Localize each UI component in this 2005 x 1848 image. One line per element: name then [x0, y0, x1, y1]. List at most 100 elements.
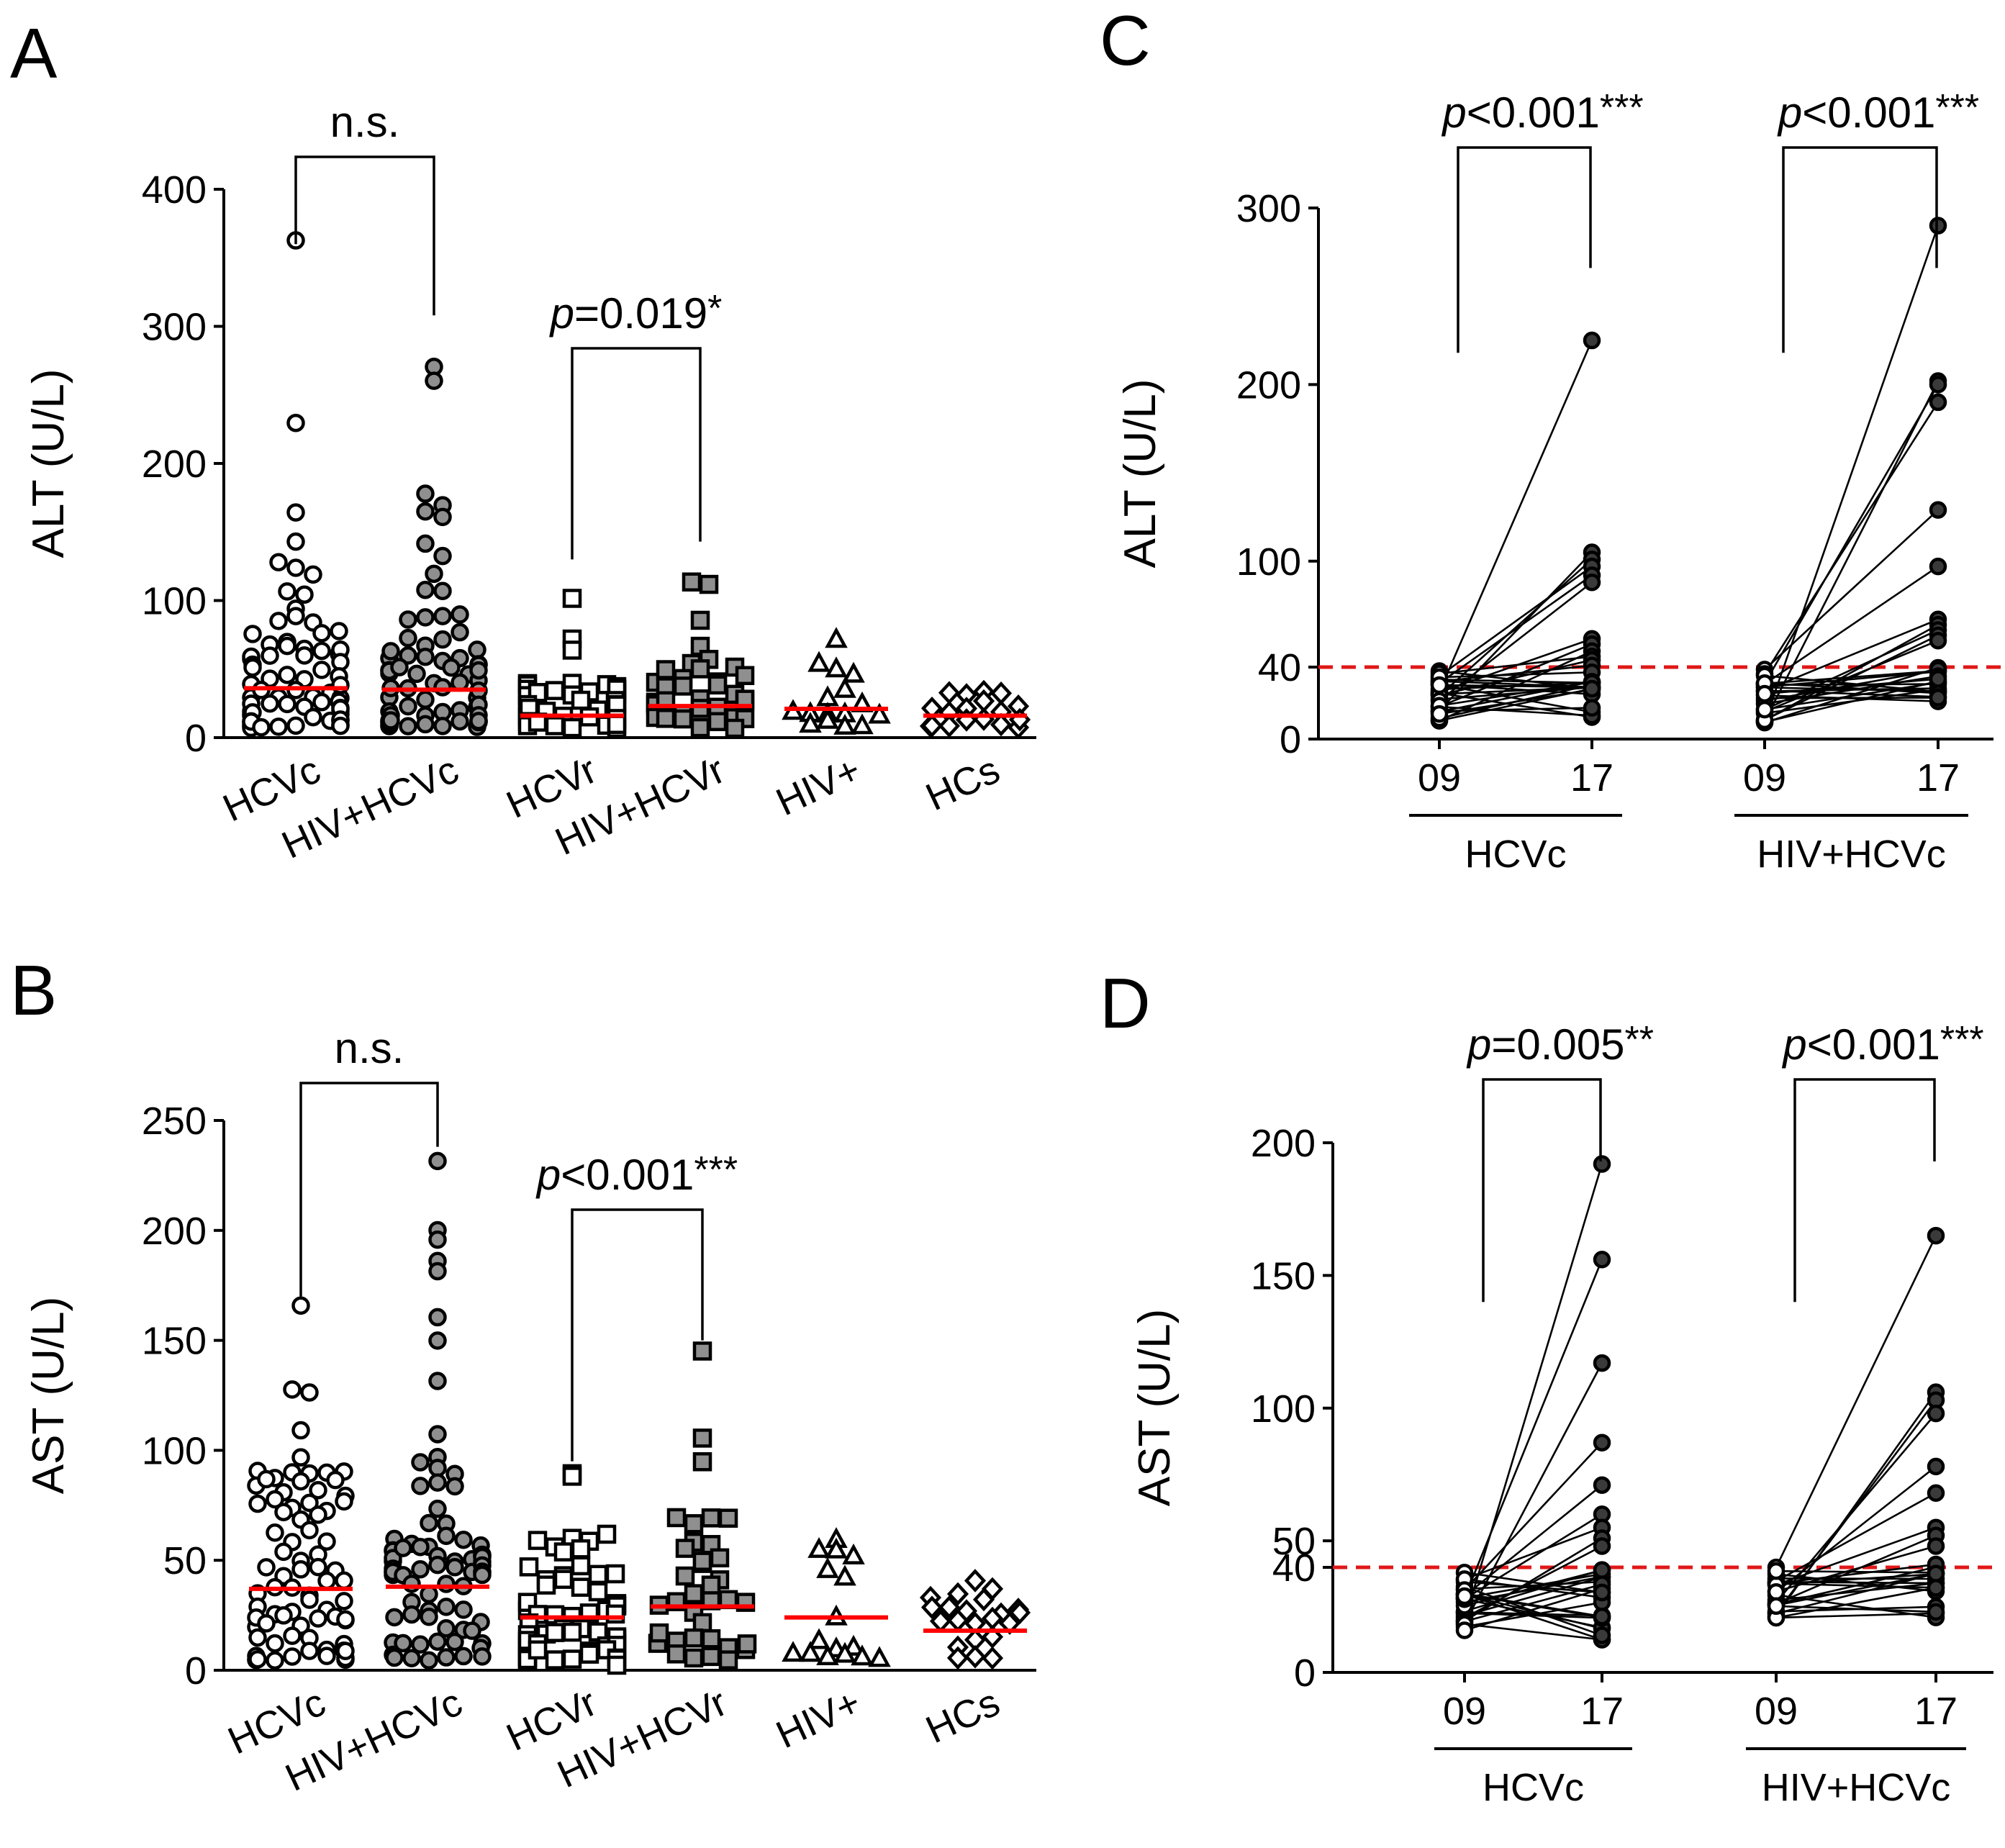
data-point	[536, 1575, 556, 1595]
point-17	[1593, 1433, 1611, 1451]
data-point	[433, 678, 452, 697]
data-point	[571, 1539, 591, 1559]
x-category-label: HIV+	[770, 748, 868, 824]
paired-line	[1464, 1537, 1603, 1622]
data-point	[278, 694, 297, 714]
data-point	[675, 1539, 695, 1558]
y-tick-label: 250	[142, 1100, 207, 1143]
paired-line	[1464, 1593, 1603, 1641]
data-point	[833, 676, 856, 698]
paired-line	[1464, 1441, 1603, 1591]
y-tick-label: 0	[1280, 718, 1301, 761]
data-point	[286, 558, 305, 577]
point-09	[1767, 1597, 1786, 1616]
data-point	[666, 1508, 687, 1528]
point-17	[1593, 1155, 1611, 1173]
data-point	[816, 1644, 839, 1665]
paired-line	[1439, 664, 1593, 683]
data-point	[938, 714, 961, 738]
data-point	[257, 1558, 276, 1577]
point-17	[1593, 1537, 1611, 1555]
point-17	[1927, 1484, 1945, 1502]
paired-line	[1463, 1164, 1603, 1621]
y-tick-label: 0	[1294, 1652, 1316, 1695]
data-point	[737, 1634, 757, 1654]
data-point	[428, 1372, 447, 1390]
data-point	[454, 1647, 473, 1666]
data-point	[291, 1472, 310, 1491]
point-09	[1455, 1621, 1474, 1639]
data-point	[433, 507, 452, 527]
group-label: HCVc	[1465, 833, 1566, 876]
data-point	[473, 1565, 492, 1585]
data-point	[416, 502, 435, 521]
data-point	[468, 640, 486, 659]
p-value: <0.001	[1467, 89, 1600, 137]
y-tick-label: 200	[142, 443, 207, 486]
data-point	[381, 711, 400, 730]
y-tick-label: 200	[1251, 1122, 1316, 1165]
paired-line	[1464, 1623, 1603, 1641]
data-point	[656, 709, 676, 728]
data-point	[399, 628, 417, 648]
data-point	[519, 1557, 539, 1577]
paired-line	[1775, 1492, 1937, 1582]
data-point	[428, 1459, 447, 1477]
data-point	[816, 707, 839, 729]
paired-line	[1464, 1587, 1603, 1631]
data-point	[718, 1650, 738, 1670]
data-point	[445, 1558, 464, 1577]
data-point	[469, 712, 488, 730]
significance-label: p=0.005**	[1466, 1019, 1654, 1069]
data-point	[851, 713, 874, 735]
data-point	[243, 625, 262, 643]
data-point	[692, 1613, 712, 1633]
data-point	[428, 1555, 447, 1575]
p-symbol: p	[1777, 89, 1802, 137]
p-value: n.s.	[335, 1024, 404, 1072]
paired-line	[1764, 678, 1939, 695]
timepoint-label: 17	[1914, 1690, 1958, 1733]
data-point	[445, 1632, 464, 1652]
data-point	[842, 1543, 865, 1564]
paired-line	[1464, 1513, 1603, 1600]
data-point	[394, 1634, 412, 1653]
paired-line	[1439, 574, 1593, 684]
data-point	[309, 1609, 327, 1628]
data-point	[684, 1514, 704, 1534]
data-point	[312, 641, 331, 661]
y-tick-label: 50	[163, 1539, 207, 1582]
data-point	[286, 503, 305, 522]
data-point	[312, 661, 331, 679]
data-point	[428, 1632, 447, 1651]
data-point	[701, 1647, 721, 1667]
data-point	[562, 1467, 582, 1486]
data-point	[385, 1608, 404, 1627]
data-point	[673, 709, 693, 729]
data-point	[690, 717, 710, 738]
panel-label-c: C	[1100, 1, 1151, 80]
significance-bracket	[571, 1208, 704, 1462]
paired-line	[1464, 1545, 1603, 1619]
y-tick-label: 300	[1236, 187, 1301, 230]
paired-line	[1763, 225, 1940, 723]
data-point	[420, 1651, 438, 1670]
point-17	[1927, 1603, 1945, 1621]
data-point	[607, 715, 627, 734]
y-tick-label: 100	[1251, 1387, 1316, 1431]
data-point	[300, 1641, 319, 1660]
data-point	[833, 1641, 856, 1663]
timepoint-label: 09	[1743, 756, 1786, 800]
y-axis-label: ALT (U/L)	[24, 369, 73, 558]
data-point	[286, 532, 305, 551]
data-point	[286, 607, 305, 625]
data-point	[336, 1610, 355, 1629]
significance-stars: ***	[1935, 87, 1979, 129]
paired-line	[1764, 697, 1939, 699]
paired-line	[1439, 566, 1593, 677]
data-point	[701, 1575, 721, 1595]
p-symbol: p	[1466, 1020, 1491, 1069]
data-point	[964, 1569, 987, 1593]
data-point	[286, 413, 305, 432]
